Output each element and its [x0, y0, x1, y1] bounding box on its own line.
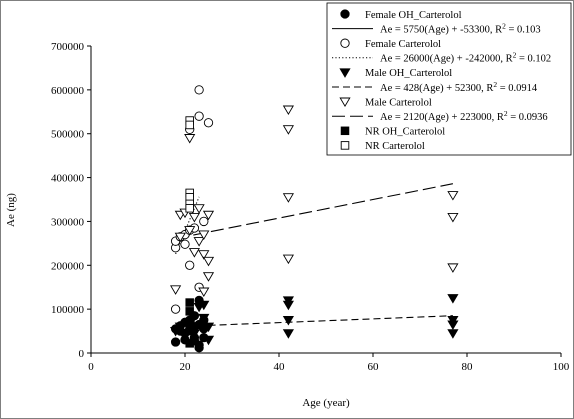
- legend-label: NR OH_Carterolol: [365, 127, 445, 138]
- marker-open-square: [185, 204, 194, 213]
- y-tick-label: 600000: [51, 85, 85, 97]
- y-tick-label: 200000: [51, 260, 85, 272]
- ticks: 0 100000 200000 300000 400000 500000 600000 700…: [51, 41, 570, 373]
- marker-open-triangle-down: [202, 256, 215, 267]
- marker-filled-triangle-down: [202, 335, 215, 346]
- marker-open-triangle-down: [188, 248, 200, 258]
- marker-filled-square: [185, 307, 194, 316]
- marker-open-triangle-down: [447, 191, 459, 201]
- marker-open-triangle-down: [447, 263, 459, 273]
- x-tick-label: 0: [88, 361, 94, 373]
- marker-open-circle: [340, 38, 350, 48]
- legend-label: Male OH_Carterolol: [365, 68, 452, 79]
- x-tick-label: 20: [180, 361, 192, 373]
- marker-filled-triangle-down: [447, 320, 459, 330]
- marker-open-circle: [185, 260, 195, 270]
- marker-filled-triangle-down: [198, 313, 210, 324]
- legend-label: Female OH_Carterolol: [365, 10, 462, 21]
- y-tick-label: 0: [79, 348, 85, 360]
- y-tick-label: 400000: [51, 173, 85, 185]
- marker-open-triangle-down: [282, 125, 294, 135]
- fit-lines: [175, 183, 454, 328]
- legend-equation: Ae = 2120(Age) + 223000, R2 = 0.0936: [380, 109, 548, 123]
- legend-label: NR Carterolol: [365, 141, 425, 152]
- x-tick-label: 80: [462, 361, 474, 373]
- marker-open-square: [340, 141, 350, 150]
- marker-open-triangle-down: [193, 204, 205, 214]
- marker-filled-triangle-down: [170, 327, 182, 337]
- marker-open-triangle-down: [282, 193, 294, 203]
- marker-open-triangle-down: [202, 272, 215, 282]
- marker-open-circle: [194, 111, 204, 121]
- fit-line-dashed: [175, 315, 453, 328]
- marker-open-triangle-down: [282, 254, 294, 265]
- marker-filled-triangle-down: [447, 329, 459, 339]
- marker-filled-circle: [170, 337, 181, 347]
- marker-open-triangle-down: [339, 97, 351, 108]
- marker-open-triangle-down: [184, 134, 196, 144]
- marker-filled-circle: [194, 340, 204, 350]
- legend-equation: Ae = 5750(Age) + -53300, R2 = 0.103: [380, 21, 541, 35]
- x-axis-label: Age (year): [302, 397, 350, 409]
- marker-filled-triangle-down: [282, 300, 294, 311]
- marker-open-triangle-down: [198, 287, 210, 298]
- marker-filled-triangle-down: [202, 322, 215, 333]
- x-tick-label: 100: [553, 361, 570, 373]
- marker-filled-triangle-down: [282, 329, 294, 339]
- marker-filled-triangle-down: [447, 294, 459, 304]
- marker-open-circle: [180, 239, 190, 249]
- marker-open-triangle-down: [193, 237, 205, 247]
- axes: [90, 46, 561, 354]
- legend-equation: Ae = 428(Age) + 52300, R2 = 0.0914: [380, 80, 538, 94]
- marker-open-triangle-down: [282, 105, 294, 116]
- marker-open-circle: [199, 216, 209, 227]
- legend-equation: Ae = 26000(Age) + -242000, R2 = 0.102: [380, 51, 551, 65]
- y-axis-label: Ae (ng): [5, 193, 17, 227]
- marker-filled-square: [185, 326, 194, 336]
- marker-filled-square: [185, 298, 194, 307]
- marker-open-circle: [170, 304, 181, 314]
- fit-line-longdash: [175, 183, 454, 240]
- y-tick-label: 500000: [51, 129, 85, 141]
- marker-filled-square: [185, 318, 194, 327]
- marker-open-triangle-down: [202, 210, 215, 221]
- y-tick-label: 700000: [51, 41, 85, 53]
- y-tick-label: 100000: [51, 304, 85, 316]
- y-tick-label: 300000: [51, 216, 85, 228]
- marker-open-circle: [203, 118, 214, 128]
- x-tick-label: 40: [274, 361, 286, 373]
- marker-open-triangle-down: [198, 230, 210, 241]
- data-points: [170, 85, 459, 353]
- marker-open-triangle-down: [188, 212, 200, 223]
- x-tick-label: 60: [368, 361, 380, 373]
- legend-label: Male Carterolol: [365, 97, 432, 108]
- legend-label: Female Carterolol: [365, 39, 441, 50]
- marker-filled-square: [340, 126, 350, 136]
- marker-filled-circle: [340, 9, 350, 19]
- marker-open-triangle-down: [184, 226, 196, 236]
- marker-open-triangle-down: [174, 232, 186, 243]
- marker-open-triangle-down: [170, 285, 182, 295]
- marker-filled-triangle-down: [198, 300, 210, 311]
- marker-open-triangle-down: [198, 250, 210, 260]
- marker-open-triangle-down: [447, 212, 459, 223]
- marker-filled-triangle-down: [339, 68, 351, 78]
- marker-open-circle: [194, 85, 204, 95]
- marker-filled-triangle-down: [174, 322, 186, 333]
- marker-open-square: [185, 120, 194, 130]
- marker-filled-square: [185, 339, 194, 348]
- marker-filled-triangle-down: [282, 316, 294, 326]
